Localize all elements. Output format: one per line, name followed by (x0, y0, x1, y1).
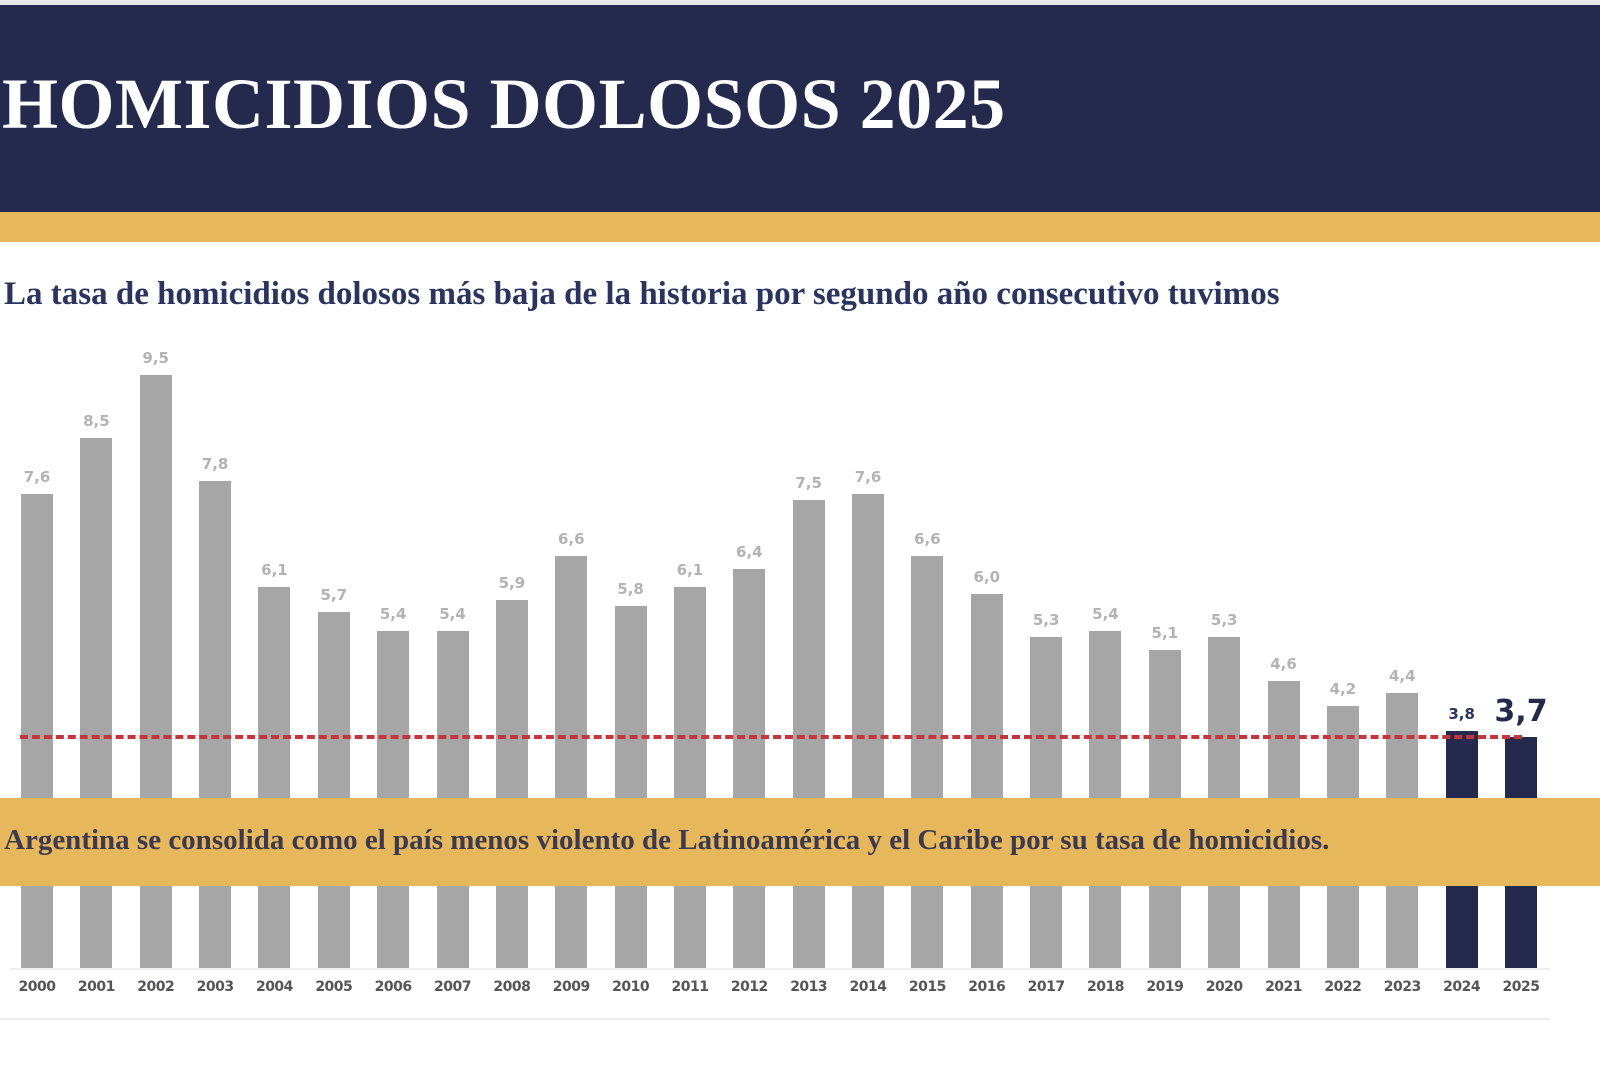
value-label-2003: 7,8 (201, 455, 229, 474)
value-label-2023: 4,4 (1388, 667, 1416, 686)
bar-2014 (852, 493, 885, 968)
bar-2000 (21, 493, 53, 968)
page-title: HOMICIDIOS DOLOSOS 2025 (2, 64, 1006, 144)
x-tick-label-2021: 2021 (1265, 979, 1303, 995)
x-tick-label-2002: 2002 (137, 979, 175, 995)
x-tick-label-2011: 2011 (671, 979, 709, 995)
value-label-2018: 5,4 (1092, 605, 1119, 624)
x-tick-label-2005: 2005 (315, 979, 353, 995)
x-tick-label-2010: 2010 (612, 979, 650, 995)
x-tick-label-2025: 2025 (1502, 979, 1540, 995)
bar-2012 (733, 568, 766, 968)
value-label-2008: 5,9 (498, 573, 526, 592)
x-tick-label-2007: 2007 (434, 979, 471, 995)
value-label-2005: 5,7 (320, 586, 348, 605)
value-label-2017: 5,3 (1032, 611, 1060, 630)
value-label-2020: 5,3 (1210, 611, 1238, 630)
x-tick-label-2017: 2017 (1027, 979, 1065, 995)
bar-2015 (911, 556, 944, 968)
bar-2009 (555, 556, 588, 968)
annotation-banner-text: Argentina se consolida como el país meno… (4, 824, 1330, 856)
value-label-2025: 3,7 (1494, 694, 1548, 730)
value-label-2001: 8,5 (83, 411, 110, 430)
value-label-2014: 7,6 (854, 467, 882, 486)
x-tick-label-2018: 2018 (1086, 979, 1124, 995)
value-label-2019: 5,1 (1151, 623, 1179, 642)
header-band (0, 5, 1600, 212)
value-label-2009: 6,6 (557, 530, 585, 549)
reference-line-dashed (20, 735, 1522, 740)
x-tick-label-2016: 2016 (968, 979, 1006, 995)
bar-2005 (317, 612, 350, 968)
x-tick-label-2004: 2004 (255, 979, 293, 995)
value-label-2015: 6,6 (914, 530, 941, 549)
x-tick-label-2023: 2023 (1383, 979, 1421, 995)
x-tick-label-2000: 2000 (18, 979, 56, 995)
value-label-2012: 6,4 (736, 542, 763, 561)
x-tick-label-2009: 2009 (552, 979, 590, 995)
value-label-2002: 9,5 (142, 349, 169, 368)
x-axis-baseline (10, 968, 1550, 970)
x-tick-label-2019: 2019 (1146, 979, 1184, 995)
bottom-divider (0, 1018, 1550, 1020)
bar-2008 (495, 599, 528, 968)
bar-2016 (970, 593, 1003, 968)
x-tick-label-2015: 2015 (908, 979, 946, 995)
value-label-2006: 5,4 (379, 605, 407, 624)
x-tick-label-2024: 2024 (1443, 979, 1481, 995)
value-label-2024: 3,8 (1448, 704, 1475, 723)
x-tick-label-2014: 2014 (849, 979, 887, 995)
x-tick-label-2008: 2008 (493, 979, 531, 995)
annotation-banner (0, 798, 1600, 886)
bar-2013 (792, 500, 825, 968)
x-tick-label-2013: 2013 (790, 979, 828, 995)
gold-accent-stripe (0, 212, 1600, 242)
bar-2001 (80, 437, 113, 968)
x-tick-label-2020: 2020 (1205, 979, 1243, 995)
bar-2004 (258, 587, 291, 968)
bar-2003 (199, 481, 232, 968)
value-label-2010: 5,8 (617, 580, 644, 599)
value-label-2007: 5,4 (439, 605, 466, 624)
x-tick-label-2022: 2022 (1324, 979, 1362, 995)
value-label-2004: 6,1 (261, 561, 288, 580)
value-label-2016: 6,0 (973, 567, 1001, 586)
bar-2011 (673, 587, 706, 968)
value-label-2021: 4,6 (1270, 654, 1297, 673)
value-label-2022: 4,2 (1329, 679, 1357, 698)
value-label-2013: 7,5 (795, 474, 822, 492)
bar-2010 (614, 606, 647, 968)
x-tick-label-2001: 2001 (77, 979, 115, 995)
value-label-2000: 7,6 (23, 467, 51, 486)
chart-subtitle: La tasa de homicidios dolosos más baja d… (4, 276, 1280, 312)
x-tick-label-2012: 2012 (730, 979, 768, 995)
x-tick-label-2006: 2006 (374, 979, 412, 995)
top-edge (0, 0, 1600, 5)
value-label-2011: 6,1 (676, 561, 704, 580)
x-tick-label-2003: 2003 (196, 979, 234, 995)
